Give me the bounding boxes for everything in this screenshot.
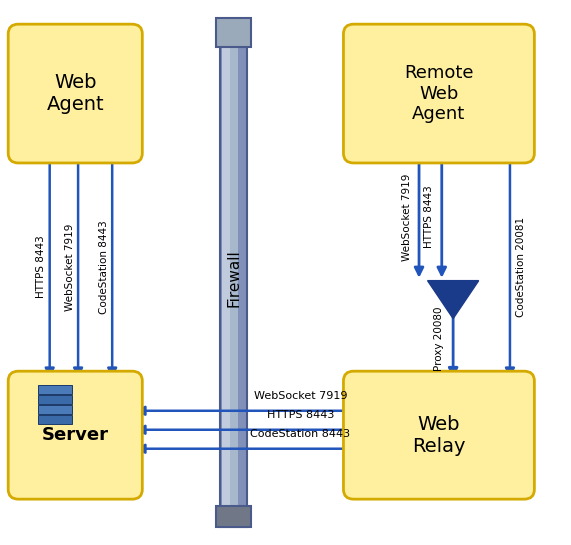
Bar <box>38 415 73 425</box>
Text: WebSocket 7919: WebSocket 7919 <box>254 391 347 401</box>
Bar <box>216 17 251 47</box>
Text: WebSocket 7919: WebSocket 7919 <box>401 173 412 261</box>
Text: HTTPS 8443: HTTPS 8443 <box>267 410 334 420</box>
Text: Web
Agent: Web Agent <box>46 73 104 114</box>
Text: Web
Relay: Web Relay <box>412 415 466 456</box>
Text: WebSocket 7919: WebSocket 7919 <box>65 223 75 311</box>
Text: Firewall: Firewall <box>226 249 242 307</box>
Text: HTTPS 8443: HTTPS 8443 <box>36 235 46 299</box>
FancyBboxPatch shape <box>8 371 142 499</box>
Text: CodeStation 8443: CodeStation 8443 <box>251 429 351 439</box>
Bar <box>38 395 73 404</box>
Text: Remote
Web
Agent: Remote Web Agent <box>404 64 474 123</box>
FancyBboxPatch shape <box>344 24 534 163</box>
FancyBboxPatch shape <box>8 24 142 163</box>
Bar <box>38 405 73 414</box>
Text: Proxy 20080: Proxy 20080 <box>434 307 444 371</box>
Bar <box>223 37 230 519</box>
Text: Server: Server <box>42 426 108 444</box>
Polygon shape <box>428 281 478 319</box>
Bar <box>38 385 73 394</box>
FancyBboxPatch shape <box>344 371 534 499</box>
Text: CodeStation 20081: CodeStation 20081 <box>516 217 526 317</box>
Text: CodeStation 8443: CodeStation 8443 <box>99 220 108 314</box>
Bar <box>230 37 238 519</box>
Bar <box>216 506 251 528</box>
Text: HTTPS 8443: HTTPS 8443 <box>424 185 435 249</box>
Bar <box>220 28 247 528</box>
